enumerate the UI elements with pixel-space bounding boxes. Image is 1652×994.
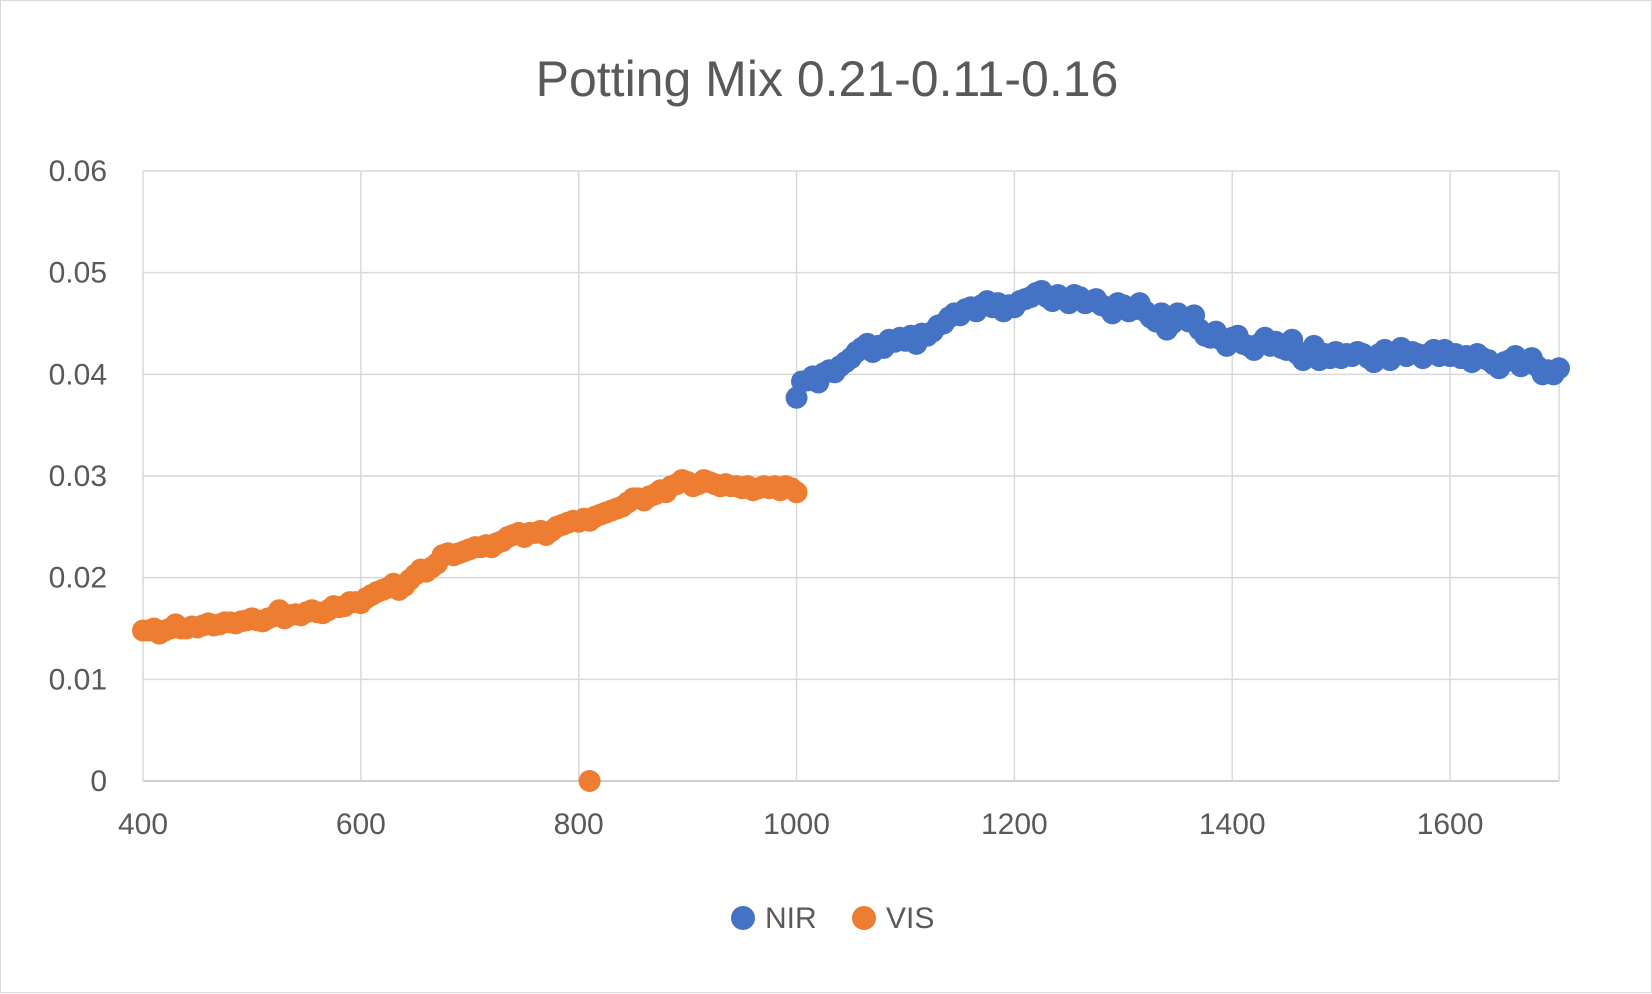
x-tick-label: 1000 [763,808,830,841]
legend: NIR VIS [731,902,934,935]
x-tick-label: 800 [554,808,604,841]
y-tick-label: 0.05 [49,257,107,290]
x-tick-label: 1600 [1417,808,1484,841]
legend-label-vis: VIS [886,902,934,935]
nir-point [1548,357,1570,380]
legend-marker-vis [852,906,876,930]
grid-lines [142,170,1560,782]
legend-marker-nir [731,906,755,930]
legend-label-nir: NIR [765,902,817,935]
x-tick-label: 600 [336,808,386,841]
vis-point [785,481,808,504]
y-tick-label: 0.01 [49,663,107,696]
chart-title: Potting Mix 0.21-0.11-0.16 [536,51,1119,107]
y-tick-label: 0.06 [49,155,107,188]
data-points [132,279,1570,792]
vis-point [578,770,601,792]
x-tick-label: 1200 [981,808,1048,841]
y-tick-label: 0.03 [49,460,107,493]
y-tick-label: 0.04 [49,358,107,391]
x-tick-label: 400 [118,808,168,841]
tick-labels: 0 0.01 0.02 0.03 0.04 0.05 0.06 400 600 800 1000 12… [49,155,1484,841]
y-tick-label: 0.02 [49,562,107,595]
x-tick-label: 1400 [1199,808,1266,841]
y-tick-label: 0 [90,765,107,798]
